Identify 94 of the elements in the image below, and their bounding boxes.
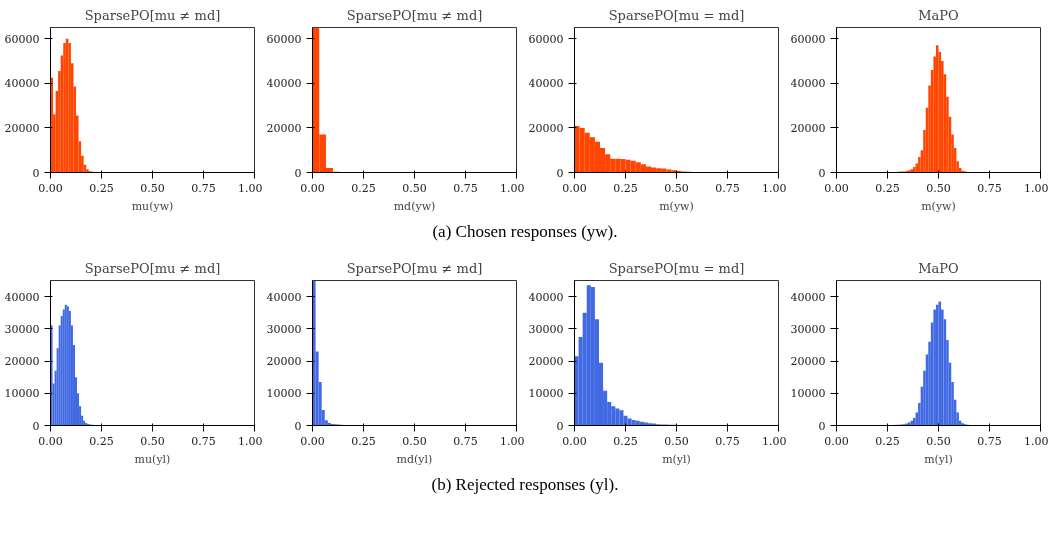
y-tick-label: 40000 [266, 290, 302, 304]
y-tick-label: 40000 [266, 77, 302, 91]
x-tick-label: 0.25 [875, 181, 900, 195]
y-tick-label: 30000 [266, 322, 302, 336]
x-tick-label: 0.00 [38, 434, 63, 448]
x-tick-label: 0.50 [140, 181, 165, 195]
chart-title: MaPO [918, 260, 959, 276]
chart-title: MaPO [918, 7, 959, 23]
y-tick-label: 20000 [528, 355, 564, 369]
text: (b) Rejected responses (yl). [430, 474, 620, 496]
text: (a) Chosen responses (yw). [431, 221, 619, 243]
x-tick-label: 1.00 [500, 434, 525, 448]
x-tick-label: 0.75 [191, 181, 216, 195]
x-tick-label: 1.00 [238, 434, 263, 448]
x-tick-label: 0.00 [824, 181, 849, 195]
x-tick-label: 1.00 [762, 181, 787, 195]
x-axis-title: md(yw) [393, 199, 436, 213]
x-tick-label: 0.25 [613, 181, 638, 195]
chart-title: SparsePO[mu = md] [608, 7, 745, 23]
x-tick-label: 0.50 [402, 181, 427, 195]
x-tick-label: 0.00 [300, 434, 325, 448]
y-tick-label: 0 [556, 419, 564, 433]
y-tick-label: 20000 [4, 355, 40, 369]
chart-title: SparsePO[mu ≠ md] [346, 7, 483, 23]
y-tick-label: 10000 [266, 387, 302, 401]
y-tick-label: 40000 [4, 77, 40, 91]
x-tick-label: 0.50 [664, 434, 689, 448]
y-tick-label: 30000 [790, 322, 826, 336]
y-tick-label: 20000 [266, 355, 302, 369]
y-tick-label: 0 [818, 419, 826, 433]
x-tick-label: 1.00 [238, 181, 263, 195]
x-axis-title: mu(yw) [131, 199, 174, 213]
y-tick-label: 40000 [790, 77, 826, 91]
x-axis-title: mu(yl) [134, 452, 171, 466]
y-tick-label: 40000 [4, 290, 40, 304]
chart-title: SparsePO[mu = md] [608, 260, 745, 276]
x-tick-label: 0.50 [926, 181, 951, 195]
x-axis-title: m(yw) [659, 199, 694, 213]
x-axis-title: m(yl) [662, 452, 691, 466]
x-tick-label: 0.00 [824, 434, 849, 448]
x-tick-label: 1.00 [1024, 181, 1049, 195]
y-tick-label: 20000 [790, 121, 826, 135]
y-tick-label: 40000 [528, 290, 564, 304]
y-tick-label: 20000 [528, 121, 564, 135]
chart-title: SparsePO[mu ≠ md] [84, 7, 221, 23]
x-tick-label: 0.25 [613, 434, 638, 448]
x-axis-title: m(yw) [921, 199, 956, 213]
y-tick-label: 60000 [4, 32, 40, 46]
x-axis-title: md(yl) [396, 452, 433, 466]
x-tick-label: 0.75 [453, 434, 478, 448]
y-tick-label: 0 [294, 166, 302, 180]
x-tick-label: 0.25 [89, 181, 114, 195]
x-tick-label: 0.75 [977, 181, 1002, 195]
chart-title: SparsePO[mu ≠ md] [346, 260, 483, 276]
x-axis-title: m(yl) [924, 452, 953, 466]
y-tick-label: 40000 [528, 77, 564, 91]
x-tick-label: 0.00 [300, 181, 325, 195]
y-tick-label: 0 [32, 419, 40, 433]
x-tick-label: 0.75 [715, 181, 740, 195]
y-tick-label: 20000 [790, 355, 826, 369]
y-tick-label: 60000 [528, 32, 564, 46]
x-tick-label: 0.75 [191, 434, 216, 448]
chart-title: SparsePO[mu ≠ md] [84, 260, 221, 276]
x-tick-label: 0.00 [38, 181, 63, 195]
y-tick-label: 60000 [266, 32, 302, 46]
x-tick-label: 1.00 [500, 181, 525, 195]
y-tick-label: 20000 [4, 121, 40, 135]
x-tick-label: 1.00 [1024, 434, 1049, 448]
x-tick-label: 0.50 [664, 181, 689, 195]
x-tick-label: 0.50 [926, 434, 951, 448]
y-tick-label: 10000 [790, 387, 826, 401]
y-tick-label: 10000 [4, 387, 40, 401]
y-tick-label: 0 [32, 166, 40, 180]
y-tick-label: 60000 [790, 32, 826, 46]
y-tick-label: 0 [556, 166, 564, 180]
x-tick-label: 0.00 [562, 181, 587, 195]
y-tick-label: 20000 [266, 121, 302, 135]
x-tick-label: 0.50 [402, 434, 427, 448]
y-tick-label: 0 [818, 166, 826, 180]
x-tick-label: 0.00 [562, 434, 587, 448]
x-tick-label: 0.75 [453, 181, 478, 195]
x-tick-label: 0.50 [140, 434, 165, 448]
y-tick-label: 40000 [790, 290, 826, 304]
x-tick-label: 1.00 [762, 434, 787, 448]
y-tick-label: 30000 [528, 322, 564, 336]
y-tick-label: 10000 [528, 387, 564, 401]
x-tick-label: 0.25 [351, 434, 376, 448]
y-tick-label: 30000 [4, 322, 40, 336]
x-tick-label: 0.75 [715, 434, 740, 448]
x-tick-label: 0.25 [351, 181, 376, 195]
y-tick-label: 0 [294, 419, 302, 433]
x-tick-label: 0.25 [89, 434, 114, 448]
x-tick-label: 0.25 [875, 434, 900, 448]
x-tick-label: 0.75 [977, 434, 1002, 448]
